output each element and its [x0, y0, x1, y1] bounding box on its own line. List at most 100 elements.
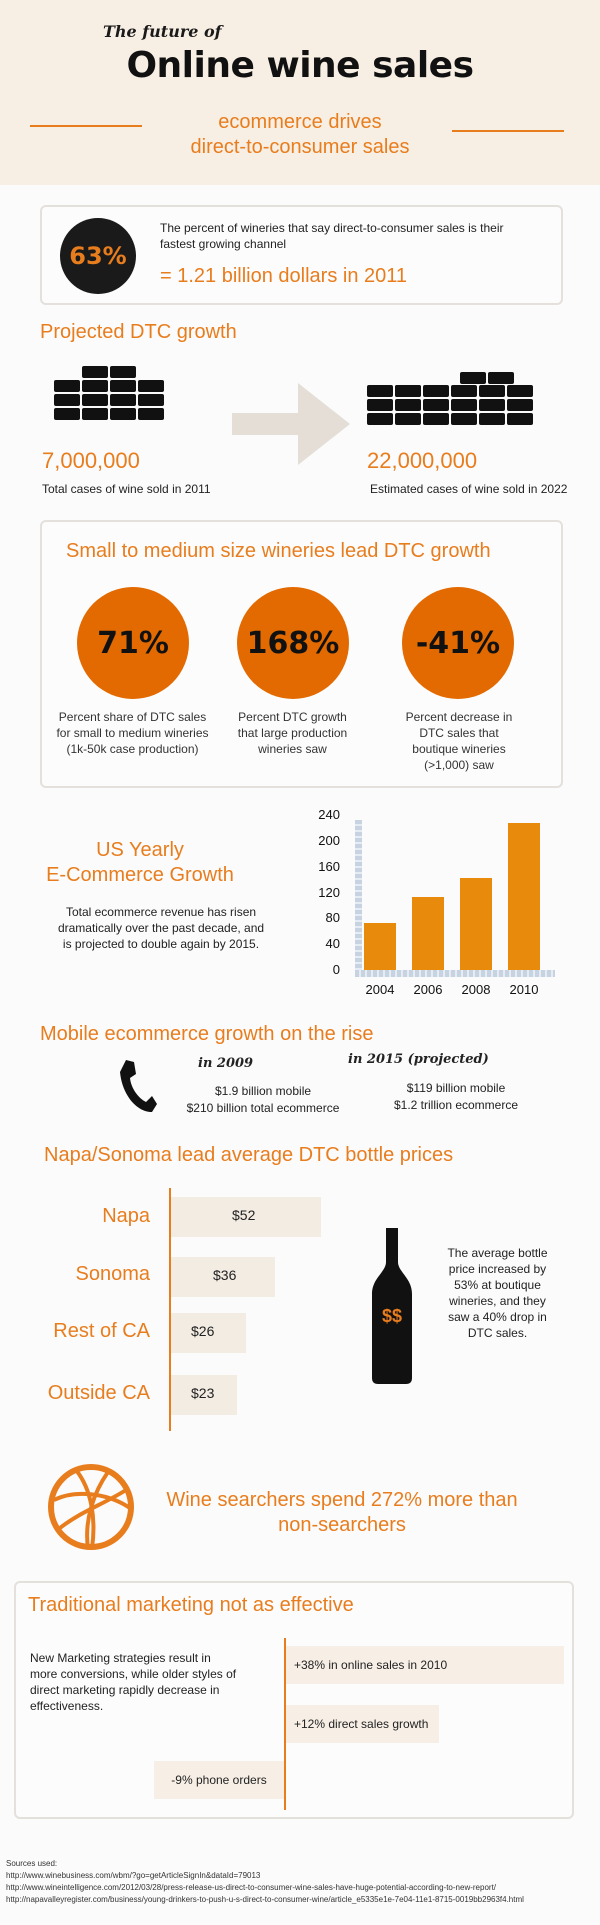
prices-note: The average bottle price increased by 53…: [447, 1246, 548, 1340]
crate: [507, 413, 533, 425]
crate: [367, 399, 393, 411]
bar-2010: [508, 822, 540, 970]
mobile-title: Mobile ecommerce growth on the rise: [40, 1023, 374, 1045]
crate: [110, 380, 136, 392]
winery-stat-1-circle: 71%: [77, 587, 189, 699]
mobile-2015-label: in 2015 (projected): [348, 1052, 489, 1067]
crate: [488, 372, 514, 384]
x-tick-label: 2008: [461, 982, 491, 997]
source-url-3[interactable]: http://napavalleyregister.com/business/y…: [6, 1895, 524, 1904]
subtitle-line-2: direct-to-consumer sales: [190, 136, 410, 158]
prices-axis-line: [169, 1188, 171, 1431]
subtitle-line-1: ecommerce drives: [218, 111, 382, 133]
marketing-bar-2: -9% phone orders: [154, 1761, 284, 1799]
mobile-2015-line-2: $1.2 trillion ecommerce: [393, 1098, 519, 1112]
projected-left-label: Total cases of wine sold in 2011: [42, 482, 211, 496]
sources: Sources used: http://www.winebusiness.co…: [6, 1858, 596, 1906]
sources-heading: Sources used:: [6, 1859, 58, 1868]
phone-icon: [120, 1060, 157, 1112]
crate: [367, 413, 393, 425]
price-value: $26: [191, 1323, 215, 1339]
winery-stat-1-label: Percent share of DTC sales for small to …: [56, 710, 209, 756]
crate: [138, 408, 164, 420]
y-axis-bar: [355, 820, 362, 970]
bar-2004: [364, 922, 396, 970]
wine-bottle-icon: [372, 1228, 412, 1384]
searchers-line-2: non-searchers: [278, 1514, 406, 1536]
ecommerce-bar-chart: 0 40 80 120 160 200 240 2004 2006 2008 2010: [290, 807, 570, 1015]
price-value: $36: [213, 1267, 237, 1283]
crate: [54, 394, 80, 406]
x-tick-label: 2004: [365, 982, 395, 997]
marketing-axis-line: [284, 1638, 286, 1810]
crate: [54, 380, 80, 392]
crate: [110, 408, 136, 420]
ecommerce-title-line-1: US Yearly: [96, 839, 184, 861]
source-url-1[interactable]: http://www.winebusiness.com/wbm/?go=getA…: [6, 1871, 261, 1880]
crate: [507, 385, 533, 397]
projected-right-label: Estimated cases of wine sold in 2022: [370, 482, 568, 496]
ecommerce-title-line-2: E-Commerce Growth: [46, 864, 234, 886]
y-tick-label: 240: [318, 807, 340, 822]
price-bar-1: [171, 1257, 275, 1297]
price-value: $52: [232, 1207, 256, 1223]
stat63-text: The percent of wineries that say direct-…: [160, 221, 504, 251]
mobile-2009-label: in 2009: [198, 1056, 254, 1071]
crate: [138, 394, 164, 406]
bar-2006: [412, 897, 444, 970]
marketing-text: New Marketing strategies result in more …: [30, 1651, 237, 1713]
x-tick-label: 2006: [413, 982, 443, 997]
wineries-title: Small to medium size wineries lead DTC g…: [66, 540, 491, 562]
projected-right-value: 22,000,000: [367, 448, 478, 473]
bar-2008: [460, 878, 492, 970]
marketing-bar-1: +12% direct sales growth: [286, 1705, 439, 1743]
crate: [110, 366, 136, 378]
mobile-2009-values: $1.9 billion mobile $210 billion total e…: [178, 1083, 348, 1117]
ecommerce-text: Total ecommerce revenue has risen dramat…: [57, 905, 265, 951]
winery-stat-2-circle: 168%: [237, 587, 349, 699]
source-url-2[interactable]: http://www.wineintelligence.com/2012/03/…: [6, 1883, 497, 1892]
y-tick-label: 80: [325, 910, 340, 926]
y-tick-label: 120: [318, 884, 340, 900]
region-label: Sonoma: [75, 1263, 151, 1285]
crate: [460, 372, 486, 384]
crate: [423, 399, 449, 411]
crate: [110, 394, 136, 406]
crate: [451, 413, 477, 425]
header-banner: [0, 0, 600, 185]
crate: [395, 413, 421, 425]
crate: [82, 380, 108, 392]
x-tick-label: 2010: [509, 982, 539, 997]
y-tick-label: 200: [318, 832, 340, 848]
price-bar-2: [171, 1313, 246, 1353]
crate: [423, 413, 449, 425]
mobile-2009-line-2: $210 billion total ecommerce: [186, 1101, 340, 1115]
crate: [423, 385, 449, 397]
crate: [479, 385, 505, 397]
pre-title: The future of: [103, 22, 222, 41]
globe-icon: [48, 1464, 134, 1550]
y-tick-label: 40: [325, 936, 340, 952]
crate: [451, 385, 477, 397]
crate: [54, 408, 80, 420]
ecommerce-title: US Yearly E-Commerce Growth: [40, 838, 240, 888]
marketing-title: Traditional marketing not as effective: [28, 1594, 354, 1616]
price-bar-0: [171, 1197, 321, 1237]
projected-title: Projected DTC growth: [40, 321, 237, 343]
stat63-circle: 63%: [60, 218, 136, 294]
price-value: $23: [191, 1385, 215, 1401]
marketing-bar-0: +38% in online sales in 2010: [286, 1646, 564, 1684]
stat63-amount: = 1.21 billion dollars in 2011: [160, 265, 408, 287]
crate: [479, 399, 505, 411]
region-label: Rest of CA: [53, 1320, 150, 1342]
winery-stat-2-label: Percent DTC growth that large production…: [237, 710, 348, 756]
price-bar-3: [171, 1375, 237, 1415]
mobile-2015-values: $119 billion mobile $1.2 trillion ecomme…: [376, 1080, 536, 1114]
page-title: Online wine sales: [126, 45, 474, 86]
mobile-2009-line-1: $1.9 billion mobile: [214, 1084, 312, 1098]
subtitle-rule-left: [30, 125, 142, 127]
mobile-2015-line-1: $119 billion mobile: [406, 1081, 506, 1095]
crate: [395, 399, 421, 411]
crate: [395, 385, 421, 397]
subtitle: ecommerce drives direct-to-consumer sale…: [140, 110, 460, 160]
